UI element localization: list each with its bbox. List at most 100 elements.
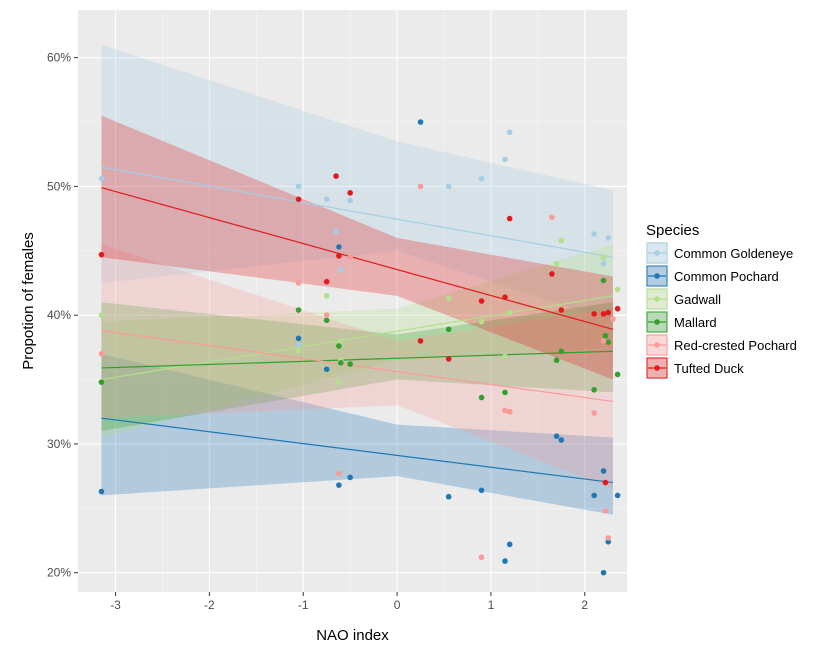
- data-point: [445, 356, 452, 362]
- data-point: [478, 318, 485, 325]
- data-point: [506, 129, 513, 136]
- data-point: [478, 175, 485, 182]
- legend-key-point: [654, 296, 660, 302]
- legend-label: Red-crested Pochard: [674, 338, 797, 353]
- data-point: [502, 389, 508, 396]
- data-point: [336, 482, 342, 488]
- data-point: [98, 379, 105, 385]
- data-point: [347, 190, 353, 196]
- data-point: [98, 175, 105, 182]
- data-point: [600, 277, 607, 284]
- data-point: [558, 237, 565, 244]
- data-point: [549, 214, 555, 221]
- confidence-band: [101, 244, 613, 489]
- legend-key-point: [654, 319, 660, 325]
- data-point: [445, 493, 452, 500]
- y-tick-label: 50%: [47, 179, 71, 193]
- data-point: [591, 311, 597, 317]
- legend-item: Common Pochard: [646, 265, 779, 287]
- data-point: [506, 309, 513, 316]
- y-axis: 20% 30% 40% 50% 60%: [47, 51, 78, 580]
- data-point: [333, 173, 339, 179]
- fit-line: [101, 166, 614, 258]
- legend-label: Tufted Duck: [674, 361, 744, 376]
- y-tick-label: 30%: [47, 437, 71, 451]
- data-point: [98, 312, 105, 318]
- data-point: [506, 541, 513, 548]
- data-point: [502, 156, 508, 163]
- data-point: [502, 558, 508, 564]
- fit-line: [101, 330, 614, 403]
- data-point: [553, 433, 560, 439]
- x-tick-label: 0: [394, 598, 401, 612]
- legend-label: Common Pochard: [674, 269, 779, 284]
- x-tick-label: -2: [204, 598, 215, 612]
- data-point: [333, 228, 339, 235]
- data-point: [502, 353, 508, 360]
- data-point: [558, 307, 565, 313]
- legend-item: Gadwall: [646, 288, 721, 310]
- data-point: [445, 326, 452, 333]
- legend: Species Common Goldeneye Common Pochard Ga…: [646, 222, 797, 379]
- data-point: [614, 492, 621, 499]
- data-point: [549, 271, 555, 277]
- data-point: [605, 538, 612, 545]
- data-point: [295, 348, 302, 355]
- data-point: [98, 488, 105, 495]
- data-point: [323, 317, 330, 324]
- data-point: [591, 492, 597, 499]
- x-axis-title: NAO index: [316, 627, 389, 644]
- legend-key-point: [654, 365, 660, 371]
- legend-item: Common Goldeneye: [646, 242, 793, 264]
- data-point: [445, 295, 452, 302]
- confidence-bands: [101, 44, 613, 515]
- data-point: [591, 231, 597, 237]
- y-axis-title: Propotion of females: [20, 232, 37, 370]
- data-point: [506, 408, 513, 415]
- data-point: [347, 254, 353, 261]
- data-point: [323, 312, 330, 318]
- data-point: [614, 305, 621, 312]
- data-point: [605, 535, 612, 541]
- x-tick-label: 2: [581, 598, 588, 612]
- data-point: [558, 437, 565, 443]
- data-points: [98, 119, 621, 576]
- data-point: [347, 197, 353, 204]
- data-point: [347, 361, 353, 367]
- regression-lines: [101, 166, 614, 484]
- x-tick-label: -3: [110, 598, 121, 612]
- data-point: [323, 196, 330, 203]
- data-point: [502, 407, 508, 414]
- data-point: [478, 554, 485, 561]
- legend-item: Mallard: [646, 311, 717, 333]
- legend-label: Mallard: [674, 315, 717, 330]
- data-point: [605, 309, 612, 316]
- x-tick-label: 1: [488, 598, 495, 612]
- data-point: [336, 470, 342, 477]
- confidence-band: [101, 115, 613, 380]
- data-point: [336, 244, 342, 250]
- x-axis: -3 -2 -1 0 1 2: [110, 592, 588, 612]
- y-tick-label: 60%: [47, 51, 71, 65]
- fit-line: [101, 417, 613, 484]
- data-point: [558, 348, 565, 355]
- x-tick-label: -1: [298, 598, 309, 612]
- legend-label: Common Goldeneye: [674, 246, 793, 261]
- data-point: [336, 253, 342, 259]
- data-point: [98, 350, 105, 357]
- data-point: [417, 119, 424, 125]
- data-point: [602, 479, 609, 486]
- data-point: [98, 251, 105, 258]
- data-point: [295, 183, 302, 190]
- legend-key-point: [654, 342, 660, 348]
- confidence-band: [101, 353, 613, 515]
- data-point: [337, 338, 344, 344]
- y-tick-label: 40%: [47, 308, 71, 322]
- data-point: [605, 339, 612, 346]
- confidence-band: [101, 244, 613, 438]
- data-point: [591, 410, 597, 416]
- data-point: [295, 341, 302, 348]
- data-point: [417, 183, 424, 190]
- data-point: [336, 343, 342, 349]
- data-point: [478, 394, 485, 401]
